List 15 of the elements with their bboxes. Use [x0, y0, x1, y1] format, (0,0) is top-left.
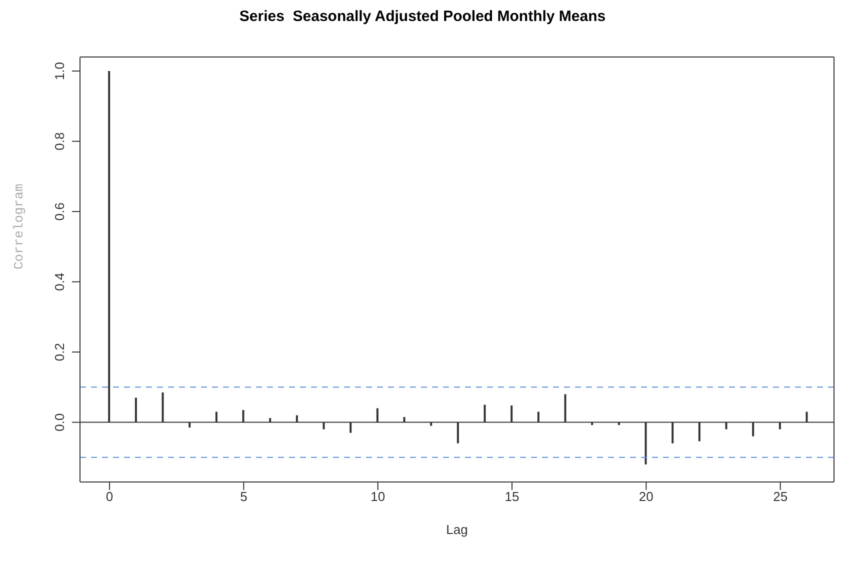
x-axis-title: Lag	[446, 522, 468, 537]
y-tick-label: 0.6	[52, 202, 67, 221]
chart-title: Series Seasonally Adjusted Pooled Monthly Means	[238, 8, 607, 27]
y-tick-label: 0.4	[52, 272, 67, 291]
x-tick-label: 0	[106, 489, 114, 504]
y-tick-label: 0.0	[52, 413, 67, 432]
y-tick-label: 0.8	[52, 132, 67, 150]
y-axis-title: Correlogram	[12, 183, 27, 270]
y-tick-label: 1.0	[52, 62, 67, 80]
x-tick-label: 15	[504, 489, 520, 504]
x-tick-label: 25	[773, 489, 788, 504]
y-tick-label: 0.2	[52, 343, 67, 362]
x-tick-label: 20	[638, 489, 654, 504]
x-tick-label: 10	[370, 489, 386, 504]
x-tick-label: 5	[240, 489, 248, 504]
